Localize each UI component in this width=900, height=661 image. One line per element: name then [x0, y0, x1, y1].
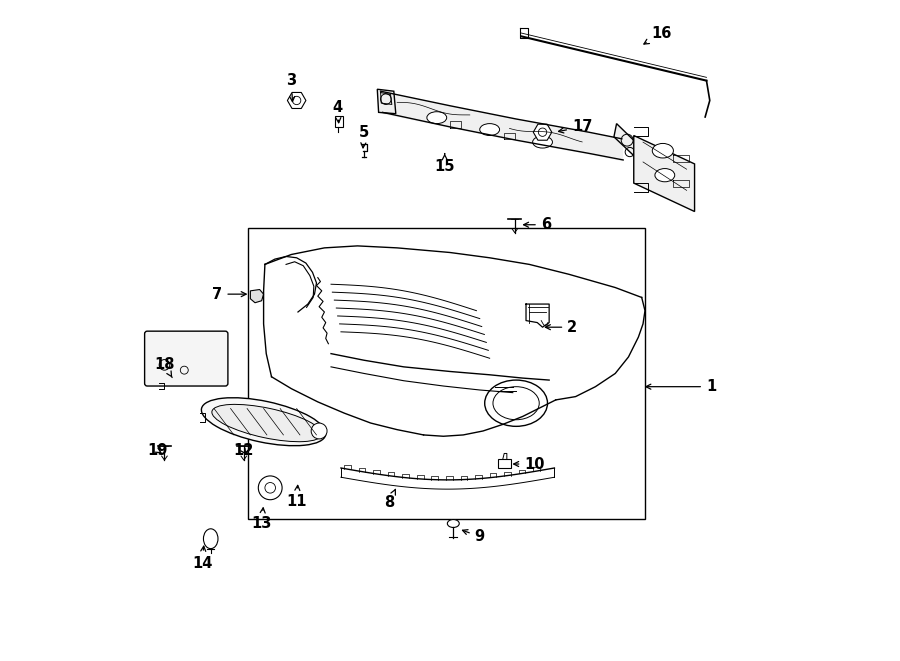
Text: 17: 17	[559, 120, 592, 134]
Ellipse shape	[480, 124, 500, 136]
Polygon shape	[634, 136, 695, 212]
Text: 11: 11	[286, 485, 307, 508]
Ellipse shape	[202, 398, 326, 446]
Text: 14: 14	[192, 546, 212, 570]
Ellipse shape	[447, 520, 459, 527]
Polygon shape	[250, 290, 264, 303]
Circle shape	[311, 423, 327, 439]
Text: 13: 13	[251, 508, 272, 531]
Polygon shape	[377, 89, 396, 114]
Text: 6: 6	[524, 217, 551, 232]
Text: 15: 15	[435, 153, 455, 174]
Text: 7: 7	[212, 287, 247, 301]
Polygon shape	[534, 124, 552, 140]
Text: 3: 3	[286, 73, 296, 102]
Text: 5: 5	[359, 125, 369, 148]
Text: 4: 4	[333, 100, 343, 123]
Ellipse shape	[533, 136, 553, 148]
Ellipse shape	[203, 529, 218, 549]
FancyBboxPatch shape	[335, 116, 343, 127]
Text: 8: 8	[384, 489, 395, 510]
Ellipse shape	[655, 169, 675, 182]
Text: 19: 19	[148, 444, 168, 458]
Text: 9: 9	[463, 529, 485, 544]
Polygon shape	[614, 124, 641, 160]
Circle shape	[258, 476, 282, 500]
Text: 10: 10	[514, 457, 544, 471]
FancyBboxPatch shape	[498, 459, 511, 468]
Ellipse shape	[427, 112, 446, 124]
Text: 18: 18	[154, 358, 175, 377]
Ellipse shape	[212, 405, 322, 442]
Polygon shape	[287, 93, 306, 108]
Ellipse shape	[652, 143, 673, 158]
Text: 12: 12	[234, 444, 254, 458]
FancyBboxPatch shape	[145, 331, 228, 386]
Text: 2: 2	[545, 320, 577, 334]
Text: 1: 1	[646, 379, 716, 394]
Text: 16: 16	[644, 26, 671, 44]
